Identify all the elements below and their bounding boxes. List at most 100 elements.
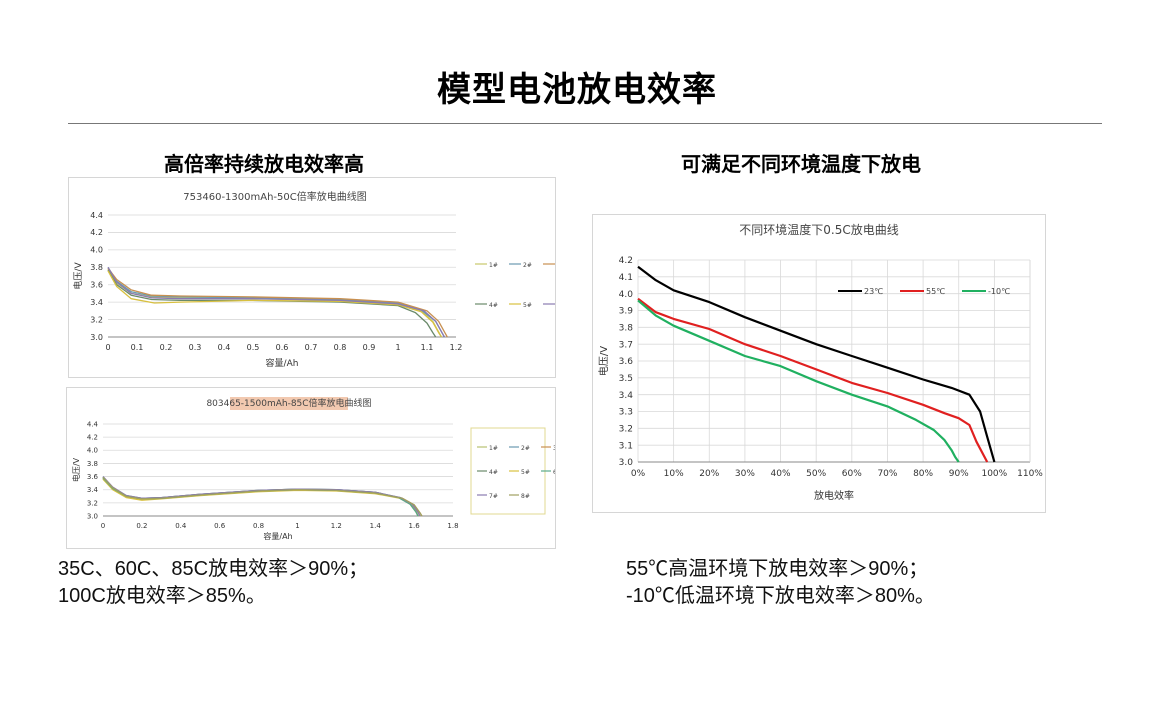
chart-753460-discharge: 753460-1300mAh-50C倍率放电曲线图 3.0 3.2 3.4 3.6 3.8… [72,190,555,369]
x-tick-label: 1 [295,522,299,530]
series-line-8 [102,476,423,517]
x-tick-label: 0.8 [334,343,347,352]
chart-panel-753460: 753460-1300mAh-50C倍率放电曲线图 3.0 3.2 3.4 3.6 3.8… [68,177,556,378]
right-notes: 55℃高温环境下放电效率＞90%； -10℃低温环境下放电效率＞80%。 [626,556,935,610]
x-tick-label: 100% [981,469,1007,479]
x-tick-label: 20% [699,469,719,479]
chart-title: 803465-1500mAh-85C倍率放电曲线图 [206,397,371,409]
title-divider [68,123,1102,124]
y-tick-label: 4.4 [90,211,103,220]
series-line-1 [637,265,996,463]
x-tick-label: 0.9 [363,343,376,352]
series-line-7 [102,476,421,517]
legend-label-5: 5# [521,469,530,476]
y-tick-label: 3.8 [87,460,98,468]
y-tick-label: 3.4 [90,298,103,307]
y-tick-label: 3.0 [619,458,634,468]
legend-label-8: 8# [521,493,530,500]
x-tick-label: 0 [105,343,110,352]
x-tick-label: 1.1 [421,343,434,352]
x-tick-label: 90% [949,469,969,479]
chart-title: 不同环境温度下0.5C放电曲线 [739,222,898,237]
y-tick-label: 3.6 [90,281,103,290]
y-tick-label: 4.2 [619,256,633,266]
chart-panel-temperature: 不同环境温度下0.5C放电曲线 3.0 3.1 3.2 3.3 3.4 3.5 3.6 3.7 3… [592,214,1046,513]
legend-label-3: -10℃ [988,287,1010,296]
legend-label-5: 5# [523,302,532,309]
y-tick-label: 3.6 [619,357,634,367]
series-line-3 [637,299,960,463]
y-tick-label: 4.0 [90,246,103,255]
x-tick-label: 80% [913,469,933,479]
series-line-6 [102,477,419,517]
x-tick-label: 1.8 [447,522,458,530]
y-tick-label: 3.9 [619,307,634,317]
x-axis-label: 放电效率 [814,489,854,502]
y-axis-label: 电压/V [72,262,84,290]
series-line-4 [102,476,419,517]
legend-label-6: 6# [553,469,555,476]
series-line-3 [107,267,448,338]
y-tick-label: 3.1 [619,441,633,451]
series-line-3 [102,478,423,517]
legend-label-1: 1# [489,262,498,269]
x-tick-label: 0.1 [131,343,144,352]
legend-label-4: 4# [489,469,498,476]
legend-label-3: 3# [553,445,555,452]
right-heading: 可满足不同环境温度下放电 [681,152,921,176]
y-tick-label: 4.4 [87,420,99,428]
y-tick-label: 3.5 [619,374,633,384]
chart-title: 753460-1300mAh-50C倍率放电曲线图 [183,190,366,203]
x-tick-label: 40% [771,469,791,479]
x-tick-label: 0.4 [175,522,187,530]
x-tick-label: 0.6 [276,343,289,352]
y-axis-label: 电压/V [71,457,81,482]
y-tick-label: 3.2 [619,424,633,434]
y-tick-label: 3.4 [87,486,99,494]
x-tick-label: 1 [395,343,400,352]
y-tick-label: 3.8 [90,263,103,272]
left-heading: 高倍率持续放电效率高 [164,152,364,176]
y-tick-label: 4.2 [90,228,103,237]
x-tick-label: 110% [1017,469,1043,479]
series-line-2 [637,297,989,463]
x-axis-label: 容量/Ah [266,357,299,369]
series-line-1 [102,477,419,517]
series-line-6 [107,266,445,338]
chart-temperature-discharge: 不同环境温度下0.5C放电曲线 3.0 3.1 3.2 3.3 3.4 3.5 3.6 3.7 3… [597,222,1043,502]
y-tick-label: 3.7 [619,340,633,350]
chart-803465-discharge: 803465-1500mAh-85C倍率放电曲线图 3.0 3.2 3.4 3.6 3.8… [71,397,555,541]
left-note-line-2: 100C放电效率＞85%。 [58,585,266,607]
legend-label-1: 23℃ [864,287,883,296]
x-tick-label: 60% [842,469,862,479]
x-tick-label: 0.7 [305,343,318,352]
y-tick-label: 3.8 [619,323,634,333]
x-axis-label: 容量/Ah [263,531,292,541]
right-note-line-1: 55℃高温环境下放电效率＞90%； [626,558,929,580]
x-tick-label: 50% [806,469,826,479]
legend-label-2: 2# [521,445,530,452]
chart-title-highlight [230,397,348,410]
legend-label-2: 2# [523,262,532,269]
legend-label-1: 1# [489,445,498,452]
left-notes: 35C、60C、85C放电效率＞90%； 100C放电效率＞85%。 [58,556,368,610]
x-tick-label: 0.5 [247,343,260,352]
series-line-2 [102,476,421,517]
y-tick-label: 3.3 [619,408,633,418]
x-tick-label: 0 [101,522,105,530]
x-tick-label: 0% [631,469,646,479]
left-note-line-1: 35C、60C、85C放电效率＞90%； [58,558,369,580]
x-tick-label: 0.6 [214,522,226,530]
page-title: 模型电池放电效率 [437,70,717,110]
legend-label-4: 4# [489,302,498,309]
x-tick-label: 0.3 [189,343,202,352]
x-tick-label: 0.4 [218,343,231,352]
y-tick-label: 4.0 [619,290,634,300]
y-tick-label: 4.2 [87,434,98,442]
chart-panel-803465: 803465-1500mAh-85C倍率放电曲线图 3.0 3.2 3.4 3.6 3.8… [66,387,556,549]
y-tick-label: 3.2 [90,315,103,324]
x-tick-label: 0.8 [253,522,264,530]
y-tick-label: 3.4 [619,391,634,401]
series-line-5 [107,270,443,338]
y-tick-label: 4.0 [87,447,98,455]
